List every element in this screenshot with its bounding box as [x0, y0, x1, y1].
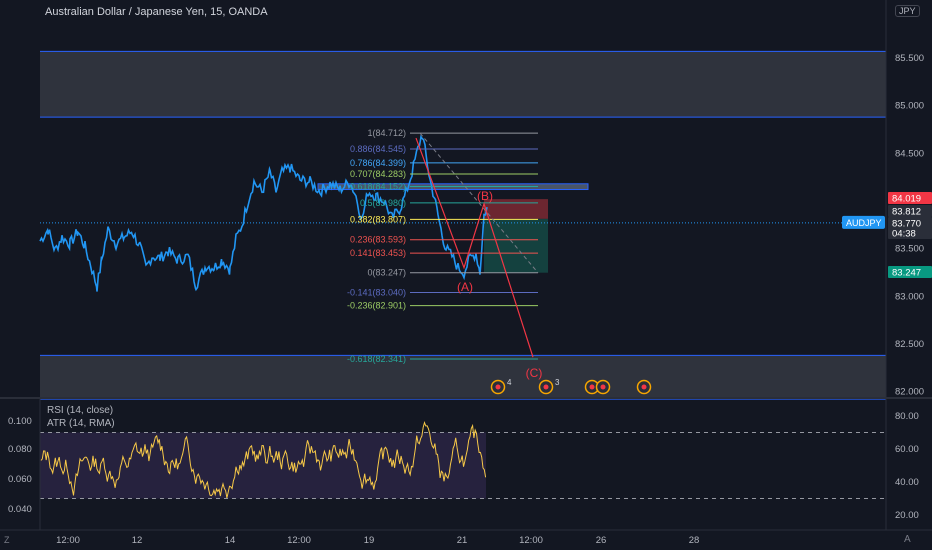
- price-layer: [39, 134, 886, 292]
- fib-level-label: 0.382(83.807): [350, 214, 406, 224]
- price-tick-label: 83.500: [895, 244, 924, 255]
- elliott-wave-path: [415, 137, 534, 358]
- rsi-tick-label: 60.00: [895, 444, 919, 455]
- rsi-band: [40, 432, 486, 499]
- rsi-tick-label: 80.00: [895, 411, 919, 422]
- supply-zone: [40, 51, 886, 118]
- time-tick-label: 12: [132, 535, 143, 546]
- price-tick-label: 84.500: [895, 148, 924, 159]
- rsi-series: [40, 421, 487, 499]
- price-badge: [888, 192, 932, 204]
- price-tick-label: 82.000: [895, 387, 924, 398]
- price-badge: [888, 266, 932, 278]
- price-badge-label: 83.247: [892, 268, 921, 279]
- fib-level-label: 0(83.247): [367, 268, 406, 278]
- symbol-tag: [842, 215, 885, 229]
- fib-level-label: -0.141(83.040): [347, 287, 406, 297]
- atr-tick-label: 0.040: [8, 504, 32, 515]
- price-badge-label: 84.019: [892, 194, 921, 205]
- fibonacci-layer: 1(84.712) 0.886(84.545) 0.786(84.399)0.707…: [347, 128, 539, 364]
- price-badge-label: 83.770: [892, 219, 921, 230]
- fib-level-label: 0.5(83.980): [360, 198, 406, 208]
- time-tick-label: 12:00: [56, 535, 80, 546]
- zoom-toggle[interactable]: Z: [4, 535, 10, 545]
- rsi-tick-label: 40.00: [895, 477, 919, 488]
- time-tick-label: 19: [364, 535, 375, 546]
- fib-level-label: 0.786(84.399): [350, 158, 406, 168]
- price-tick-label: 83.000: [895, 291, 924, 302]
- event-marker-dot: [641, 384, 647, 390]
- price-tick-label: 85.000: [895, 101, 924, 112]
- fib-level-label: 0.707(84.283): [350, 169, 406, 179]
- event-marker-dot: [600, 384, 606, 390]
- atr-tick-label: 0.100: [8, 416, 32, 427]
- price-tick-label: 85.500: [895, 53, 924, 64]
- price-badge: [888, 227, 932, 239]
- fib-level-label: 0.236(83.593): [350, 235, 406, 245]
- wave-label: (C): [526, 366, 543, 380]
- fib-level-label: 0.141(83.453): [350, 248, 406, 258]
- wave-label: (A): [457, 280, 473, 294]
- demand-zone: [40, 355, 886, 400]
- atr-tick-label: 0.060: [8, 474, 32, 485]
- price-badge: [888, 217, 932, 229]
- elliott-layer: (A) (B) (C) 4 3: [415, 137, 652, 395]
- symbol-tag-label: AUDJPY: [846, 218, 882, 228]
- time-tick-label: 28: [689, 535, 700, 546]
- event-marker-dot: [495, 384, 501, 390]
- fib-level-label: 0.886(84.545): [350, 144, 406, 154]
- time-tick-label: 12:00: [519, 535, 543, 546]
- event-marker-count: 3: [555, 378, 560, 387]
- chart-title: Australian Dollar / Japanese Yen, 15, OA…: [45, 6, 268, 18]
- fib-level-label: -0.236(82.901): [347, 301, 406, 311]
- time-tick-label: 12:00: [287, 535, 311, 546]
- auto-scale-toggle[interactable]: A: [904, 534, 911, 545]
- rsi-tick-label: 20.00: [895, 510, 919, 521]
- event-marker-count: 4: [507, 378, 512, 387]
- stop-loss-zone: [484, 199, 548, 219]
- fib-level-label: -0.618(82.341): [347, 354, 406, 364]
- take-profit-zone: [484, 218, 548, 273]
- atr-indicator-label[interactable]: ATR (14, RMA): [47, 418, 115, 429]
- time-tick-label: 14: [225, 535, 236, 546]
- price-badge-label: 83.812: [892, 207, 921, 218]
- price-series: [39, 134, 488, 292]
- price-badge: [888, 205, 932, 217]
- time-tick-label: 26: [596, 535, 607, 546]
- zones-layer: [40, 50, 886, 400]
- rsi-layer: 80.00 60.00 40.00 20.00 0.100 0.080 0.060 0.040: [8, 411, 919, 521]
- fib-level-label: 0.618(84.152): [350, 181, 406, 191]
- fib-level-label: 1(84.712): [367, 128, 406, 138]
- price-tick-label: 82.500: [895, 339, 924, 350]
- wave-label: (B): [477, 189, 493, 203]
- event-marker-dot: [589, 384, 595, 390]
- time-tick-label: 21: [457, 535, 468, 546]
- price-badge-label: 04:38: [892, 229, 916, 240]
- currency-selector[interactable]: JPY: [895, 5, 920, 17]
- fib-trend-line: [419, 132, 539, 274]
- event-marker-dot: [543, 384, 549, 390]
- rsi-indicator-label[interactable]: RSI (14, close): [47, 405, 114, 416]
- atr-tick-label: 0.080: [8, 444, 32, 455]
